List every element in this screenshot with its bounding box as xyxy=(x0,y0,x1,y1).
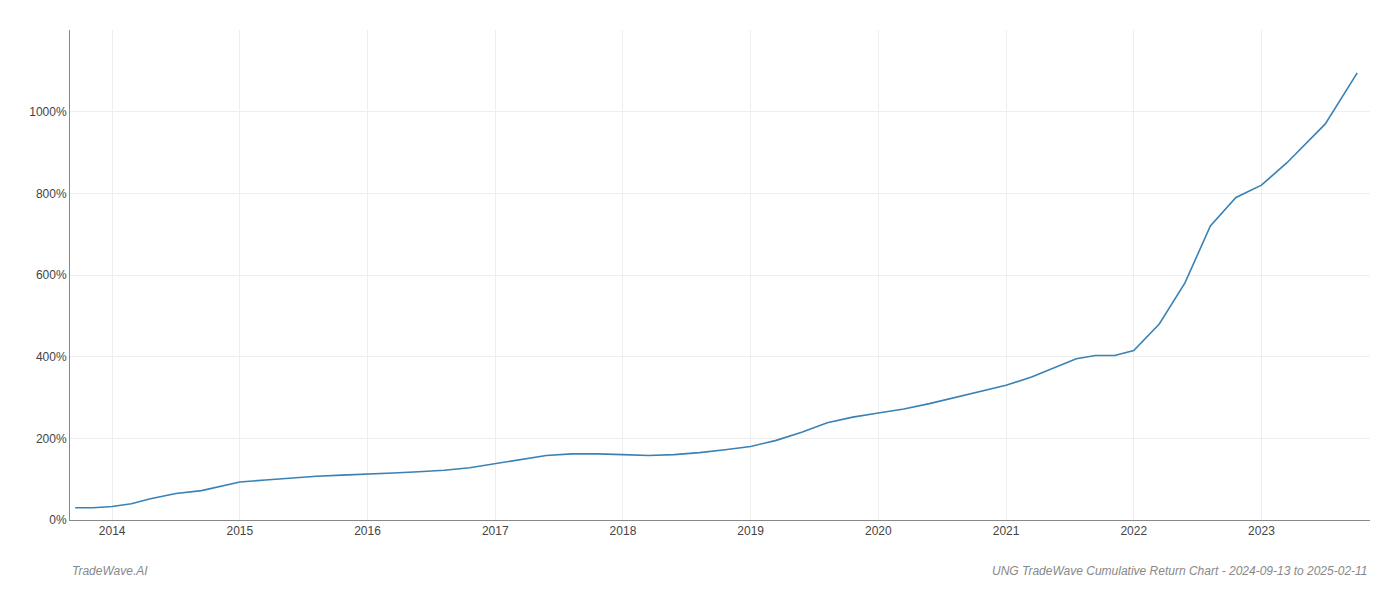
svg-text:2014: 2014 xyxy=(99,524,126,538)
svg-text:400%: 400% xyxy=(36,350,67,364)
svg-text:2022: 2022 xyxy=(1120,524,1147,538)
svg-text:2019: 2019 xyxy=(737,524,764,538)
svg-text:2016: 2016 xyxy=(354,524,381,538)
svg-text:600%: 600% xyxy=(36,268,67,282)
svg-text:200%: 200% xyxy=(36,432,67,446)
svg-text:2020: 2020 xyxy=(865,524,892,538)
svg-text:1000%: 1000% xyxy=(29,105,67,119)
svg-text:2017: 2017 xyxy=(482,524,509,538)
svg-text:UNG TradeWave Cumulative Retur: UNG TradeWave Cumulative Return Chart - … xyxy=(992,564,1368,578)
svg-text:800%: 800% xyxy=(36,187,67,201)
svg-text:2023: 2023 xyxy=(1248,524,1275,538)
svg-text:2018: 2018 xyxy=(610,524,637,538)
svg-text:2015: 2015 xyxy=(226,524,253,538)
svg-text:TradeWave.AI: TradeWave.AI xyxy=(72,564,148,578)
svg-text:0%: 0% xyxy=(49,513,67,527)
svg-text:2021: 2021 xyxy=(993,524,1020,538)
